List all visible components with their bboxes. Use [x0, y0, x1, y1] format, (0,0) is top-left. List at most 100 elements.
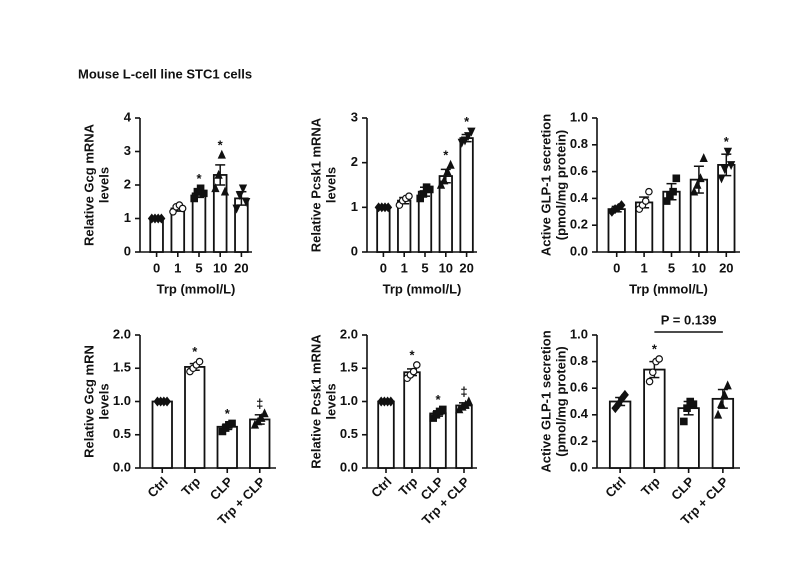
y-tick-label: 0.0 — [340, 459, 358, 474]
x-tick-label: 20 — [234, 260, 248, 275]
data-point — [464, 132, 473, 141]
significance-label: * — [196, 171, 202, 186]
y-tick-label: 2 — [124, 176, 131, 191]
y-tick-label: 0.6 — [570, 380, 588, 395]
data-point — [409, 367, 418, 376]
y-tick-label: 4 — [124, 109, 132, 124]
data-point — [693, 179, 702, 189]
significance-label: * — [192, 344, 198, 359]
y-tick-label: 0.0 — [570, 459, 588, 474]
x-tick-label: 10 — [439, 260, 453, 275]
y-tick-label: 1.0 — [113, 393, 131, 408]
y-tick-label: 0.8 — [570, 136, 588, 151]
data-point — [157, 213, 166, 224]
data-point — [214, 169, 223, 179]
data-point — [446, 159, 455, 169]
data-point — [717, 399, 726, 408]
bar — [149, 217, 164, 253]
y-tick-label: 1 — [351, 199, 358, 214]
data-point — [645, 377, 654, 386]
data-point — [699, 153, 708, 162]
y-tick-label: 1.5 — [340, 360, 358, 375]
y-axis-label: levels — [96, 383, 111, 419]
significance-label: * — [218, 137, 224, 152]
data-point — [641, 197, 650, 205]
y-tick-label: 1.0 — [570, 326, 588, 341]
y-tick-label: 0.5 — [113, 426, 131, 441]
x-tick-label: CLP — [668, 474, 697, 503]
y-tick-label: 0.2 — [570, 217, 588, 232]
data-point — [419, 190, 428, 198]
data-point — [464, 396, 473, 406]
y-tick-label: 0.5 — [340, 426, 358, 441]
bar — [151, 400, 173, 469]
significance-label: * — [409, 347, 415, 362]
y-axis-label: levels — [96, 167, 111, 203]
data-point — [696, 173, 705, 183]
x-tick-label: 5 — [421, 260, 428, 275]
data-point — [426, 185, 434, 194]
data-point — [405, 192, 413, 200]
data-point — [439, 405, 447, 414]
bar — [403, 371, 421, 469]
y-axis-label: Active GLP-1 secretion — [538, 114, 553, 256]
y-tick-label: 0.6 — [570, 163, 588, 178]
x-tick-label: Ctrl — [368, 474, 394, 500]
y-tick-label: 1.0 — [570, 109, 588, 124]
data-point — [260, 408, 269, 418]
x-tick-label: 10 — [692, 260, 706, 275]
x-tick-label: 0 — [153, 260, 160, 275]
data-point — [412, 361, 421, 369]
y-tick-label: 0.0 — [113, 459, 131, 474]
data-point — [384, 202, 393, 213]
data-point — [440, 175, 449, 185]
y-tick-label: 0.8 — [570, 353, 588, 368]
x-tick-label: Trp — [638, 474, 663, 499]
bar — [184, 366, 206, 469]
bar — [455, 404, 473, 469]
data-point — [163, 396, 172, 407]
data-point — [723, 380, 732, 390]
y-tick-label: 2.0 — [340, 326, 358, 341]
data-point — [200, 189, 208, 198]
bar — [376, 206, 391, 253]
bar — [677, 407, 700, 469]
significance-label: ‡ — [460, 384, 467, 399]
data-point — [720, 165, 729, 175]
data-point — [723, 147, 733, 157]
data-point — [620, 389, 629, 400]
data-point — [178, 204, 187, 213]
x-tick-label: 1 — [174, 260, 181, 275]
x-tick-label: 1 — [401, 260, 408, 275]
y-axis-label: (pmol/mg protein) — [553, 130, 568, 241]
data-point — [669, 187, 677, 196]
data-point — [242, 197, 251, 207]
data-point — [195, 357, 204, 366]
data-point — [190, 194, 198, 203]
data-point — [655, 355, 663, 363]
y-tick-label: 1.0 — [340, 393, 358, 408]
significance-label: * — [464, 114, 470, 129]
data-point — [220, 186, 230, 196]
x-tick-label: 10 — [213, 260, 227, 275]
data-point — [460, 136, 470, 146]
significance-label: * — [724, 134, 730, 149]
y-tick-label: 1.5 — [113, 360, 131, 375]
x-tick-label: 20 — [719, 260, 733, 275]
x-tick-label: 20 — [459, 260, 473, 275]
significance-label: * — [443, 147, 449, 162]
data-point — [614, 399, 623, 410]
y-axis-label: Relative Gcg mRN — [81, 345, 96, 458]
data-point — [238, 184, 248, 194]
y-tick-label: 0.2 — [570, 433, 588, 448]
x-tick-label: CLP — [207, 474, 236, 503]
x-tick-label: 0 — [613, 260, 620, 275]
bracket-label: P = 0.139 — [661, 312, 717, 327]
x-tick-label: 0 — [380, 260, 387, 275]
y-tick-label: 0 — [351, 243, 358, 258]
y-tick-label: 0.4 — [570, 190, 589, 205]
data-point — [617, 200, 626, 211]
data-point — [443, 166, 452, 176]
y-tick-label: 0.4 — [570, 406, 589, 421]
